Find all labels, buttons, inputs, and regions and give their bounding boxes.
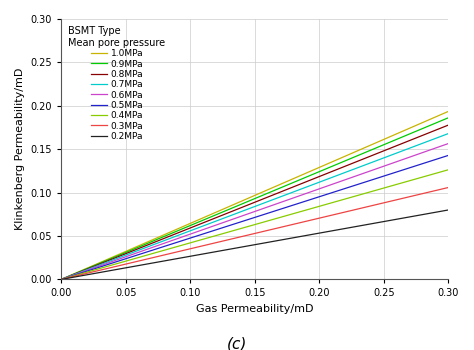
X-axis label: Gas Permeability/mD: Gas Permeability/mD	[196, 304, 313, 314]
0.6MPa	[376, 166, 382, 170]
0.5MPa	[376, 176, 382, 180]
0.3MPa	[436, 188, 442, 192]
Legend: 1.0MPa, 0.9MPa, 0.8MPa, 0.7MPa, 0.6MPa, 0.5MPa, 0.4MPa, 0.3MPa, 0.2MPa: 1.0MPa, 0.9MPa, 0.8MPa, 0.7MPa, 0.6MPa, …	[66, 23, 168, 144]
0.5MPa	[289, 203, 294, 208]
Line: 0.8MPa: 0.8MPa	[61, 125, 448, 279]
0.5MPa	[436, 156, 442, 161]
0.8MPa	[436, 127, 442, 131]
0.8MPa	[289, 186, 294, 190]
0.5MPa	[58, 277, 64, 281]
0.5MPa	[245, 218, 250, 222]
0.3MPa	[58, 277, 64, 281]
0.9MPa	[58, 277, 64, 281]
0.4MPa	[245, 225, 250, 229]
1.0MPa	[242, 197, 248, 202]
1.0MPa	[289, 177, 294, 182]
Text: (c): (c)	[227, 336, 247, 350]
0.7MPa	[289, 190, 294, 195]
0.2MPa	[436, 210, 442, 214]
Line: 0.4MPa: 0.4MPa	[61, 170, 448, 279]
0.2MPa	[376, 220, 382, 225]
0.6MPa	[289, 196, 294, 201]
0.7MPa	[446, 132, 451, 136]
1.0MPa	[245, 196, 250, 201]
0.8MPa	[242, 204, 248, 208]
Line: 0.9MPa: 0.9MPa	[61, 118, 448, 279]
0.8MPa	[268, 194, 273, 198]
Line: 0.6MPa: 0.6MPa	[61, 144, 448, 279]
0.5MPa	[446, 153, 451, 158]
0.6MPa	[436, 145, 442, 149]
0.2MPa	[58, 277, 64, 281]
1.0MPa	[58, 277, 64, 281]
0.9MPa	[446, 116, 451, 120]
1.0MPa	[268, 187, 273, 191]
0.6MPa	[245, 212, 250, 216]
Line: 0.2MPa: 0.2MPa	[61, 210, 448, 279]
Line: 0.5MPa: 0.5MPa	[61, 155, 448, 279]
Line: 0.3MPa: 0.3MPa	[61, 188, 448, 279]
0.7MPa	[242, 208, 248, 212]
0.2MPa	[245, 244, 250, 248]
0.4MPa	[268, 218, 273, 222]
0.9MPa	[289, 181, 294, 185]
1.0MPa	[376, 140, 382, 144]
0.2MPa	[446, 208, 451, 212]
0.2MPa	[268, 240, 273, 244]
0.2MPa	[242, 244, 248, 248]
0.7MPa	[436, 135, 442, 139]
0.9MPa	[268, 190, 273, 194]
0.7MPa	[268, 198, 273, 203]
0.4MPa	[376, 188, 382, 192]
0.7MPa	[58, 277, 64, 281]
0.3MPa	[376, 202, 382, 206]
0.9MPa	[242, 201, 248, 205]
0.4MPa	[289, 212, 294, 216]
0.3MPa	[242, 234, 248, 238]
0.6MPa	[58, 277, 64, 281]
0.8MPa	[245, 203, 250, 207]
0.3MPa	[289, 223, 294, 227]
0.6MPa	[268, 204, 273, 208]
1.0MPa	[436, 113, 442, 118]
Y-axis label: Klinkenberg Permeability/mD: Klinkenberg Permeability/mD	[15, 68, 25, 230]
0.3MPa	[268, 228, 273, 232]
0.4MPa	[242, 225, 248, 230]
0.8MPa	[446, 123, 451, 127]
Line: 0.7MPa: 0.7MPa	[61, 134, 448, 279]
0.9MPa	[245, 199, 250, 204]
0.5MPa	[242, 218, 248, 223]
0.9MPa	[436, 120, 442, 124]
0.5MPa	[268, 210, 273, 215]
0.3MPa	[245, 233, 250, 237]
0.9MPa	[376, 145, 382, 149]
0.4MPa	[446, 168, 451, 172]
0.7MPa	[245, 207, 250, 211]
0.8MPa	[58, 277, 64, 281]
0.2MPa	[289, 236, 294, 240]
0.4MPa	[58, 277, 64, 281]
0.3MPa	[446, 186, 451, 190]
0.6MPa	[446, 141, 451, 146]
0.7MPa	[376, 158, 382, 162]
1.0MPa	[446, 109, 451, 113]
0.4MPa	[436, 170, 442, 175]
0.8MPa	[376, 151, 382, 155]
Line: 1.0MPa: 1.0MPa	[61, 111, 448, 279]
0.6MPa	[242, 213, 248, 217]
